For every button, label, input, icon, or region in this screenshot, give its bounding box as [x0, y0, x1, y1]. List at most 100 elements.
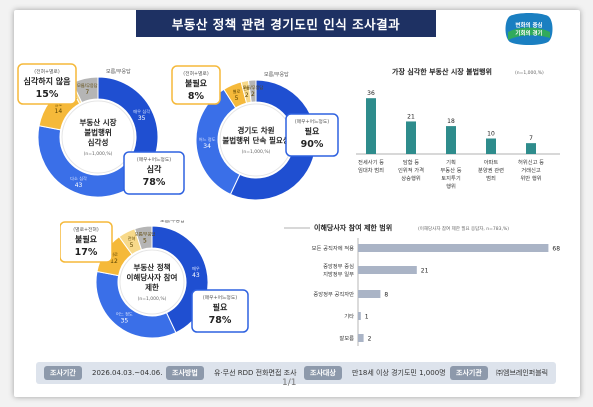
- x-tick-label: 상승행위: [401, 174, 421, 182]
- callout-text: 불필요: [75, 234, 98, 244]
- page-title: 부동산 정책 관련 경기도민 인식 조사결과: [136, 10, 436, 37]
- donut-small-label: 모름/무응답: [106, 68, 131, 75]
- slice-value-label: 2: [245, 92, 249, 99]
- slice-category-label: 별로: [110, 251, 118, 257]
- slice-category-label: 매우 심각: [133, 108, 150, 115]
- donut-center-label: 불법행위 단속 필요성: [222, 135, 289, 145]
- callout-text: 필요: [213, 302, 228, 312]
- slice-category-label: 어느 정도: [116, 311, 133, 318]
- y-tick-label: 중앙정부 중심: [323, 262, 354, 270]
- callout-pct: 15%: [36, 89, 59, 100]
- slice-category-label: 별로: [233, 88, 241, 94]
- donut-center-sub: (n=1,000,%): [138, 296, 167, 302]
- bar-value-label: 7: [529, 135, 533, 142]
- page-number: 1/1: [282, 378, 297, 388]
- bar: [358, 266, 417, 274]
- bar-value-label: 8: [384, 292, 388, 299]
- target-label: 조사대상: [304, 366, 342, 380]
- callout-sub: (전혀+별로): [34, 68, 60, 75]
- slice-value-label: 12: [110, 258, 118, 265]
- donut-center-label: 부동산 시장: [79, 117, 116, 127]
- callout-sub: (별로+전혀): [73, 226, 99, 233]
- donut-slice: [134, 225, 153, 251]
- bar-value-label: 68: [552, 246, 560, 253]
- callout-pct: 17%: [75, 247, 98, 258]
- bar: [526, 143, 536, 154]
- x-tick-label: 범죄: [486, 174, 496, 182]
- x-tick-label: 거래신고: [521, 166, 541, 174]
- donut-center-label: 심각성: [88, 137, 109, 147]
- y-tick-label: 모든 공직자에 적용: [312, 244, 354, 252]
- slice-category-label: 모름/무응답: [243, 84, 264, 91]
- donut-center: [61, 100, 135, 174]
- donut-center-label: 이해당사자 참여: [127, 272, 178, 282]
- slice-category-label: 모름/무응답: [77, 82, 98, 89]
- bar-chart-illegal-acts: 가장 심각한 부동산 시장 불법행위 (n=1,000,%) 36 전세사기 등임대차…: [356, 67, 560, 190]
- donut-slice: [37, 125, 148, 198]
- slice-category-label: 어느 정도: [199, 136, 216, 143]
- bar-value-label: 2: [368, 336, 372, 343]
- donut-slice: [71, 76, 99, 104]
- x-tick-label: 부동산 등: [440, 166, 461, 174]
- bar-value-label: 36: [367, 90, 375, 97]
- y-tick-label: 중앙정부 공직자만: [313, 290, 354, 298]
- bar: [358, 290, 381, 298]
- donut-small-label: 모름/무응답: [264, 71, 289, 78]
- slice-value-label: 35: [138, 115, 146, 122]
- chart-subtitle: (이해당사자 참여 제한 필요 응답자, n=783,%): [418, 225, 509, 232]
- x-tick-label: 인위적 가격: [398, 166, 424, 174]
- x-tick-label: 전세사기 등: [358, 158, 384, 166]
- chart-title: 이해당사자 참여 제한 범위: [314, 223, 392, 232]
- x-tick-label: 허위신고 등: [518, 158, 544, 166]
- callout-box: [191, 289, 249, 333]
- x-tick-label: 임대차 범죄: [358, 166, 384, 174]
- slice-category-label: 매우: [192, 265, 200, 272]
- org-label: 조사기관: [450, 366, 488, 380]
- x-tick-label: 토지투기: [441, 174, 461, 182]
- slice-value-label: 5: [143, 238, 147, 245]
- callout-pct: 78%: [143, 177, 166, 188]
- period-label: 조사기간: [44, 366, 82, 380]
- x-tick-label: 기획: [446, 158, 456, 166]
- callout-text: 필요: [305, 126, 320, 136]
- period-value: 2026.04.03.~04.06.: [92, 369, 163, 377]
- y-tick-label: 지방정부 일부: [323, 270, 354, 278]
- bar-value-label: 1: [365, 314, 369, 321]
- logo-line2: 기회의 경기: [515, 29, 542, 37]
- callout-sub: (전혀+별로): [183, 70, 209, 77]
- slice-value-label: 7: [85, 89, 89, 96]
- slice-value-label: 5: [130, 242, 134, 249]
- donut-center-label: 제한: [145, 282, 159, 292]
- donut-small-label: 모름/무응답: [160, 220, 185, 224]
- bar: [366, 98, 376, 154]
- callout-text: 심각하지 않음: [24, 76, 72, 86]
- x-tick-label: 아파트: [484, 158, 499, 166]
- bar: [358, 334, 364, 342]
- slice-category-label: 전혀: [128, 235, 136, 242]
- donut-center-label: 불법행위: [84, 127, 112, 137]
- bar-value-label: 18: [447, 118, 455, 125]
- survey-footer: 조사기간 2026.04.03.~04.06. 조사방법 유·무선 RDD 전화…: [36, 362, 556, 384]
- callout-box: [17, 63, 77, 105]
- method-value: 유·무선 RDD 전화면접 조사: [214, 369, 297, 377]
- donut-center-label: 부동산 정책: [133, 262, 170, 272]
- donut-center: [119, 249, 185, 315]
- callout-sub: (매우+어느정도): [203, 294, 237, 301]
- callout-box: [123, 151, 185, 195]
- bar: [486, 138, 496, 154]
- donut-center-sub: (n=1,000,%): [84, 151, 113, 157]
- callout-pct: 8%: [188, 91, 205, 102]
- y-tick-label: 잘모름: [339, 334, 354, 342]
- bar: [358, 244, 549, 252]
- slice-value-label: 35: [121, 318, 129, 325]
- chart-subtitle: (n=1,000,%): [515, 70, 544, 76]
- chart-title: 가장 심각한 부동산 시장 불법행위: [392, 67, 492, 76]
- org-value: ㈜엠브레인퍼블릭: [496, 369, 549, 377]
- callout-sub: (매우+어느정도): [295, 118, 329, 125]
- bar-value-label: 10: [487, 131, 495, 138]
- callout-pct: 90%: [301, 139, 324, 150]
- bar-value-label: 21: [407, 113, 415, 120]
- x-tick-label: 위반 행위: [520, 174, 541, 182]
